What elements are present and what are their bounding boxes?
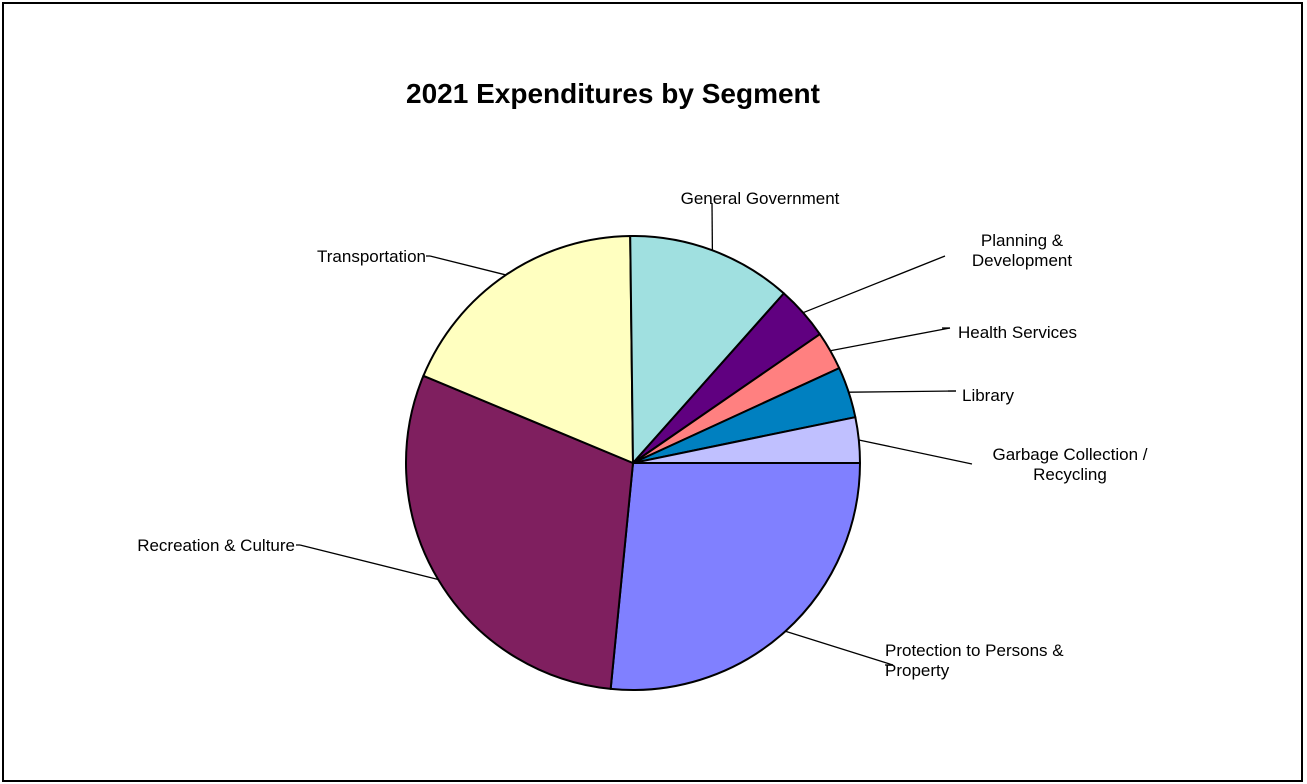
- chart-title: 2021 Expenditures by Segment: [406, 78, 820, 109]
- leader-line-protection-to-persons-and-property: [785, 630, 894, 666]
- leader-line-library: [848, 390, 957, 393]
- label-line-recreation-and-culture-0: Recreation & Culture: [137, 536, 295, 555]
- leader-line-health-services: [830, 327, 951, 352]
- label-garbage-collection-recycling: Garbage Collection / Recycling: [993, 445, 1148, 484]
- label-transportation: Transportation: [317, 247, 426, 266]
- pie-labels: Protection to Persons & Property Recreatio…: [137, 189, 1148, 680]
- label-line-garbage-collection-recycling-0: Garbage Collection /: [993, 445, 1148, 464]
- slice-recreation-and-culture: [405, 374, 634, 690]
- leader-line-transportation: [429, 255, 507, 276]
- label-line-garbage-collection-recycling-1: Recycling: [1033, 465, 1107, 484]
- label-line-health-services-0: Health Services: [958, 323, 1077, 342]
- label-planning-and-development: Planning & Development: [972, 231, 1072, 270]
- label-line-library-0: Library: [962, 386, 1014, 405]
- label-general-government: General Government: [681, 189, 840, 208]
- slice-general-government: [629, 235, 785, 464]
- label-line-protection-to-persons-and-property-0: Protection to Persons &: [885, 641, 1064, 660]
- pie-slices: [405, 235, 861, 691]
- label-line-planning-and-development-1: Development: [972, 251, 1072, 270]
- leader-line-recreation-and-culture: [299, 544, 439, 581]
- label-line-planning-and-development-0: Planning &: [981, 231, 1064, 250]
- leader-line-planning-and-development: [802, 255, 946, 314]
- label-recreation-and-culture: Recreation & Culture: [137, 536, 295, 555]
- leader-line-garbage-collection-recycling: [858, 439, 973, 465]
- label-health-services: Health Services: [958, 323, 1077, 342]
- label-line-transportation-0: Transportation: [317, 247, 426, 266]
- label-library: Library: [962, 386, 1014, 405]
- label-line-protection-to-persons-and-property-1: Property: [885, 661, 950, 680]
- label-protection-to-persons-and-property: Protection to Persons & Property: [885, 641, 1064, 680]
- slice-garbage-collection-recycling: [632, 416, 861, 464]
- label-line-general-government-0: General Government: [681, 189, 840, 208]
- slice-protection-to-persons-and-property: [609, 462, 861, 691]
